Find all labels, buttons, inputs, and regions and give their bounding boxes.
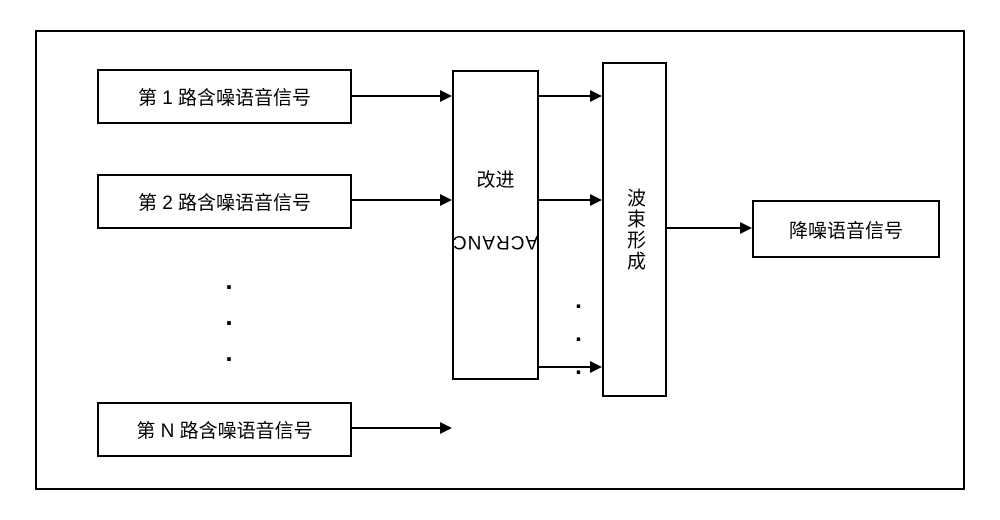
arrow-inputn-to-acranc: [352, 427, 440, 429]
arrowhead-output-icon: [740, 222, 752, 234]
acranc-module-box: 改进 ACRANC: [452, 70, 539, 380]
middle-ellipsis-icon: ...: [564, 287, 592, 386]
arrowhead-beam3-icon: [590, 361, 602, 373]
input-signal-n-box: 第 N 路含噪语音信号: [97, 402, 352, 457]
input-signal-2-box: 第 2 路含噪语音信号: [97, 174, 352, 229]
arrowhead-input2-icon: [440, 194, 452, 206]
input-signal-1-label: 第 1 路含噪语音信号: [138, 83, 311, 110]
arrow-acranc-to-beam-1: [539, 95, 590, 97]
input-signal-n-label: 第 N 路含噪语音信号: [136, 416, 312, 443]
output-signal-box: 降噪语音信号: [752, 200, 940, 258]
beamforming-module-box: 波束形成: [602, 62, 667, 397]
arrow-acranc-to-beam-3: [539, 366, 590, 368]
input-signal-1-box: 第 1 路含噪语音信号: [97, 69, 352, 124]
arrowhead-input1-icon: [440, 90, 452, 102]
arrow-acranc-to-beam-2: [539, 199, 590, 201]
acranc-label-line2: ACRANC: [452, 230, 538, 252]
output-signal-label: 降噪语音信号: [789, 216, 903, 243]
arrow-input2-to-acranc: [352, 199, 440, 201]
diagram-canvas: 第 1 路含噪语音信号 第 2 路含噪语音信号 第 N 路含噪语音信号 ... …: [35, 30, 965, 490]
arrowhead-beam1-icon: [590, 90, 602, 102]
beamforming-label: 波束形成: [621, 188, 648, 272]
arrowhead-inputn-icon: [440, 422, 452, 434]
arrow-input1-to-acranc: [352, 95, 440, 97]
acranc-label-line1: 改进: [476, 165, 514, 192]
arrow-beam-to-output: [667, 227, 740, 229]
input-ellipsis-icon: ...: [213, 265, 244, 373]
arrowhead-beam2-icon: [590, 194, 602, 206]
input-signal-2-label: 第 2 路含噪语音信号: [138, 188, 311, 215]
